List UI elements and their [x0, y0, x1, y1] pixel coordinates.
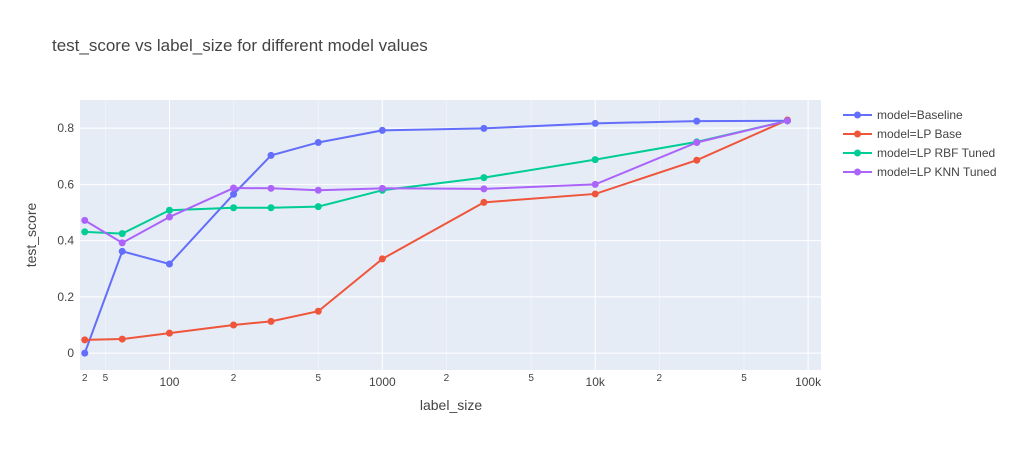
y-tick-label: 0.2	[57, 290, 74, 304]
x-minor-tick-label: 5	[741, 373, 747, 384]
data-point	[480, 198, 488, 206]
legend-item[interactable]: model=Baseline	[843, 108, 963, 122]
data-point	[480, 124, 488, 132]
data-point	[267, 184, 275, 192]
data-point	[267, 151, 275, 159]
x-minor-tick-label: 2	[82, 373, 88, 384]
y-axis-ticks: 0 0.2 0.4 0.6 0.8	[57, 121, 74, 360]
chart-title: test_score vs label_size for different m…	[52, 36, 428, 55]
x-minor-tick-label: 2	[231, 373, 237, 384]
data-point	[314, 203, 322, 211]
legend[interactable]: model=Baseline model=LP Base model=LP RBF …	[843, 108, 997, 179]
y-tick-label: 0	[67, 346, 74, 360]
data-point	[591, 180, 599, 188]
data-point	[118, 247, 126, 255]
data-point	[230, 190, 238, 198]
legend-swatch-marker	[854, 130, 861, 138]
data-point	[693, 138, 701, 146]
data-point	[314, 138, 322, 146]
data-point	[165, 213, 173, 221]
y-tick-label: 0.6	[57, 177, 74, 191]
legend-item[interactable]: model=LP RBF Tuned	[843, 146, 995, 160]
y-tick-label: 0.8	[57, 121, 74, 135]
x-minor-tick-label: 2	[657, 373, 663, 384]
legend-label: model=LP KNN Tuned	[877, 165, 997, 179]
legend-label: model=LP Base	[877, 127, 962, 141]
legend-swatch-marker	[854, 149, 861, 157]
data-point	[118, 230, 126, 238]
series-4	[81, 117, 791, 247]
x-tick-label: 10k	[586, 375, 606, 389]
data-point	[693, 156, 701, 164]
data-point	[230, 321, 238, 329]
x-tick-label: 1000	[369, 375, 396, 389]
legend-label: model=Baseline	[877, 108, 963, 122]
x-axis-ticks: 100 1000 10k 100k 5 2 5 2 5 2 5 2	[82, 373, 822, 389]
data-point	[165, 329, 173, 337]
data-point	[81, 228, 89, 236]
data-point	[314, 307, 322, 315]
x-minor-tick-label: 5	[315, 373, 321, 384]
data-point	[693, 117, 701, 125]
y-axis-title: test_score	[23, 202, 39, 267]
data-point	[165, 206, 173, 214]
data-point	[81, 349, 89, 357]
x-axis-title: label_size	[420, 397, 482, 413]
data-point	[267, 204, 275, 212]
y-tick-label: 0.4	[57, 234, 74, 248]
data-point	[118, 335, 126, 343]
data-point	[480, 174, 488, 182]
legend-item[interactable]: model=LP KNN Tuned	[843, 165, 997, 179]
x-minor-tick-label: 5	[528, 373, 534, 384]
data-point	[480, 185, 488, 193]
data-point	[81, 216, 89, 224]
data-point	[378, 184, 386, 192]
legend-swatch-marker	[854, 168, 861, 176]
data-point	[230, 204, 238, 212]
data-point	[378, 255, 386, 263]
x-minor-tick-label: 5	[103, 373, 109, 384]
x-tick-label: 100	[159, 375, 179, 389]
series-layer	[81, 116, 791, 357]
x-tick-label: 100k	[795, 375, 822, 389]
legend-item[interactable]: model=LP Base	[843, 127, 962, 141]
legend-label: model=LP RBF Tuned	[877, 146, 995, 160]
data-point	[165, 260, 173, 268]
data-point	[81, 336, 89, 344]
data-point	[378, 126, 386, 134]
data-point	[591, 190, 599, 198]
x-minor-tick-label: 2	[444, 373, 450, 384]
legend-swatch-marker	[854, 111, 861, 119]
data-point	[591, 119, 599, 127]
data-point	[118, 239, 126, 247]
data-point	[267, 317, 275, 325]
data-point	[230, 184, 238, 192]
data-point	[591, 156, 599, 164]
data-point	[783, 117, 791, 125]
data-point	[314, 186, 322, 194]
